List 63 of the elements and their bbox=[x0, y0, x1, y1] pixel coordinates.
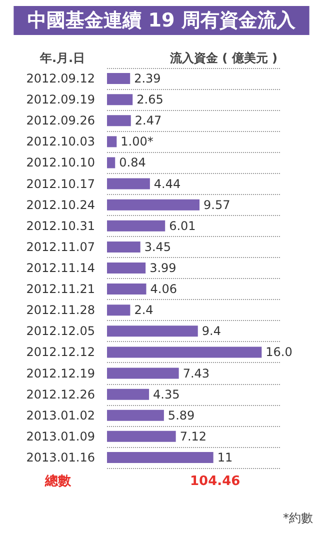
text: *約數 bbox=[283, 511, 313, 525]
data-label: 3.99 bbox=[150, 261, 176, 275]
data-label: 2.4 bbox=[134, 303, 154, 318]
bar bbox=[107, 94, 133, 106]
y-tick-label: 2012.10.03 bbox=[26, 134, 95, 149]
y-tick-label: 2012.12.26 bbox=[26, 387, 95, 402]
y-tick-label: 2012.11.14 bbox=[26, 261, 95, 275]
y-tick-label: 2012.12.19 bbox=[26, 366, 95, 380]
y-tick-label: 2012.09.12 bbox=[26, 72, 95, 86]
bar bbox=[107, 115, 131, 126]
data-label: 3.45 bbox=[144, 240, 172, 254]
bar bbox=[107, 284, 146, 295]
text: 總數 bbox=[44, 474, 72, 489]
data-label: 2.39 bbox=[134, 72, 161, 86]
bar bbox=[107, 304, 130, 316]
y-tick-label: 2012.11.21 bbox=[26, 282, 95, 296]
data-label: 4.44 bbox=[154, 176, 181, 191]
data-label: 4.35 bbox=[153, 387, 180, 402]
y-tick-label: 2013.01.02 bbox=[26, 408, 95, 422]
bar bbox=[107, 346, 262, 358]
bar bbox=[107, 452, 214, 463]
data-label: 5.89 bbox=[168, 408, 195, 422]
y-tick-label: 2012.09.26 bbox=[26, 114, 95, 128]
data-label: 7.43 bbox=[182, 366, 210, 380]
y-tick-label: 2013.01.16 bbox=[26, 450, 95, 464]
y-tick-label: 2012.10.17 bbox=[26, 176, 95, 191]
y-tick-label: 2012.12.12 bbox=[26, 345, 95, 360]
bar bbox=[107, 241, 140, 252]
bar bbox=[107, 178, 150, 190]
data-label: 6.01 bbox=[169, 218, 196, 233]
chart-title: 中國基金連續 19 周有資金流入 bbox=[28, 10, 296, 32]
y-axis-title: 年.月.日 bbox=[39, 51, 86, 65]
data-label: 2.65 bbox=[136, 92, 164, 107]
data-label: 1.00* bbox=[120, 134, 154, 149]
data-label: 11 bbox=[217, 450, 233, 464]
bar bbox=[107, 220, 166, 232]
data-label: 7.12 bbox=[180, 429, 207, 444]
y-tick-label: 2012.12.05 bbox=[26, 324, 95, 338]
data-label: 2.47 bbox=[134, 114, 162, 128]
data-label: 16.0 bbox=[266, 345, 292, 360]
bar bbox=[107, 73, 130, 84]
y-tick-label: 2012.10.24 bbox=[26, 198, 95, 212]
data-label: 9.57 bbox=[204, 198, 230, 212]
y-tick-label: 2012.11.07 bbox=[26, 240, 95, 254]
bar bbox=[107, 136, 117, 148]
bar bbox=[107, 430, 176, 442]
bar bbox=[107, 326, 198, 337]
y-tick-label: 2013.01.09 bbox=[26, 429, 95, 444]
x-axis-title: 流入資金 ( 億美元 ) bbox=[169, 51, 278, 65]
text: 104.46 bbox=[190, 474, 240, 489]
bar bbox=[107, 199, 200, 210]
data-label: 9.4 bbox=[202, 324, 221, 338]
y-tick-label: 2012.11.28 bbox=[26, 303, 95, 318]
bar bbox=[107, 388, 150, 400]
y-tick-label: 2012.10.10 bbox=[26, 156, 95, 170]
y-tick-label: 2012.10.31 bbox=[26, 218, 95, 233]
bar bbox=[107, 368, 179, 379]
bar bbox=[107, 262, 146, 274]
y-tick-label: 2012.09.19 bbox=[26, 92, 95, 107]
data-label: 0.84 bbox=[119, 156, 146, 170]
bar bbox=[107, 157, 116, 168]
bar bbox=[107, 410, 164, 421]
data-label: 4.06 bbox=[150, 282, 177, 296]
